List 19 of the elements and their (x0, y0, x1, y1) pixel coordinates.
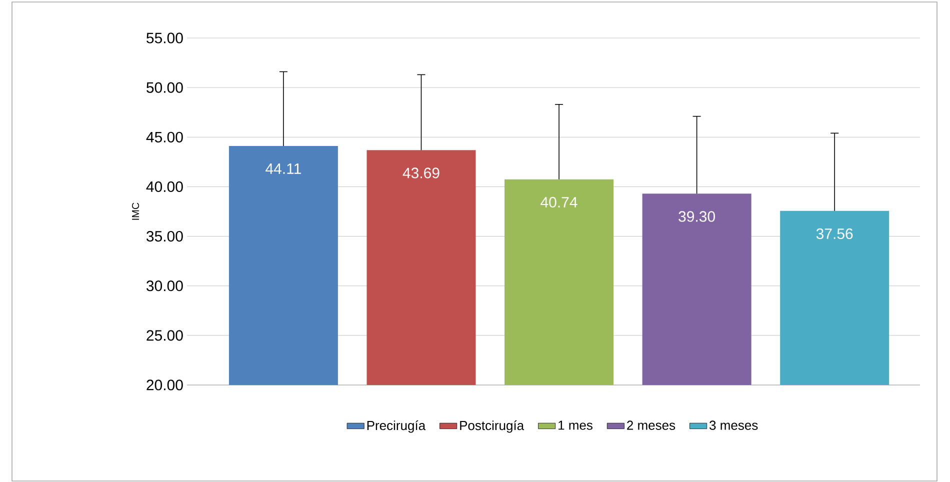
legend-label: Precirugía (367, 420, 426, 433)
y-tick-label: 45.00 (146, 132, 183, 142)
y-tick-label: 25.00 (146, 330, 183, 341)
y-tick-label: 50.00 (146, 82, 183, 93)
legend-label: 3 meses (710, 420, 758, 430)
y-tick-label: 30.00 (146, 280, 183, 292)
legend-label: Postcirugía (460, 420, 524, 433)
y-tick-label: 40.00 (146, 181, 183, 192)
y-axis-title: IMC (132, 202, 140, 220)
y-tick-label: 20.00 (146, 380, 183, 390)
data-label: 44.11 (266, 164, 301, 174)
y-tick-label: 55.00 (146, 32, 183, 44)
data-label: 43.69 (402, 168, 440, 178)
data-label: 37.56 (816, 228, 853, 240)
data-label: 40.74 (540, 196, 578, 208)
legend-label: 1 mes (558, 420, 592, 430)
data-label: 39.30 (678, 211, 715, 222)
legend-label: 2 meses (627, 420, 676, 430)
y-tick-label: 35.00 (146, 230, 183, 242)
